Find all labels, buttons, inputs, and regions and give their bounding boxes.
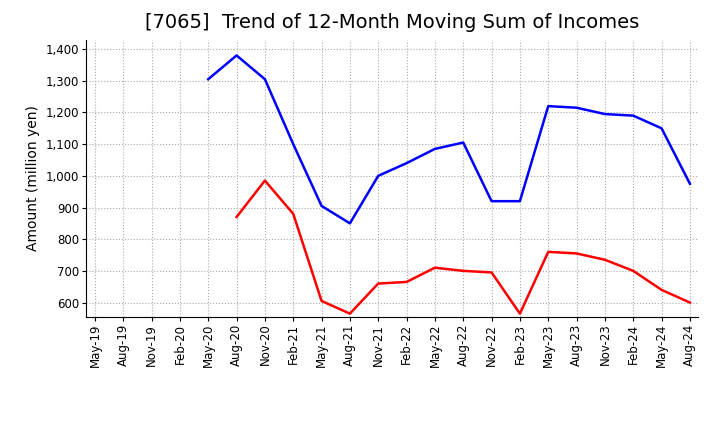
Ordinary Income xyxy=(289,142,297,147)
Ordinary Income xyxy=(657,126,666,131)
Net Income xyxy=(685,300,694,305)
Net Income xyxy=(261,178,269,183)
Ordinary Income xyxy=(487,198,496,204)
Net Income xyxy=(402,279,411,285)
Title: [7065]  Trend of 12-Month Moving Sum of Incomes: [7065] Trend of 12-Month Moving Sum of I… xyxy=(145,14,639,33)
Net Income xyxy=(459,268,467,274)
Net Income xyxy=(516,311,524,316)
Ordinary Income xyxy=(402,161,411,166)
Ordinary Income xyxy=(516,198,524,204)
Net Income xyxy=(346,311,354,316)
Line: Ordinary Income: Ordinary Income xyxy=(208,55,690,224)
Net Income xyxy=(629,268,637,274)
Ordinary Income xyxy=(346,221,354,226)
Net Income xyxy=(544,249,552,254)
Ordinary Income xyxy=(600,111,609,117)
Ordinary Income xyxy=(572,105,581,110)
Line: Net Income: Net Income xyxy=(237,180,690,314)
Ordinary Income xyxy=(374,173,382,179)
Ordinary Income xyxy=(233,53,241,58)
Ordinary Income xyxy=(685,181,694,187)
Ordinary Income xyxy=(261,77,269,82)
Net Income xyxy=(318,298,326,304)
Net Income xyxy=(289,211,297,216)
Net Income xyxy=(572,251,581,256)
Net Income xyxy=(657,287,666,293)
Net Income xyxy=(431,265,439,270)
Ordinary Income xyxy=(204,77,212,82)
Ordinary Income xyxy=(318,203,326,209)
Ordinary Income xyxy=(544,103,552,109)
Net Income xyxy=(487,270,496,275)
Net Income xyxy=(374,281,382,286)
Ordinary Income xyxy=(629,113,637,118)
Ordinary Income xyxy=(459,140,467,145)
Net Income xyxy=(233,214,241,220)
Y-axis label: Amount (million yen): Amount (million yen) xyxy=(27,105,40,251)
Ordinary Income xyxy=(431,146,439,151)
Net Income xyxy=(600,257,609,262)
